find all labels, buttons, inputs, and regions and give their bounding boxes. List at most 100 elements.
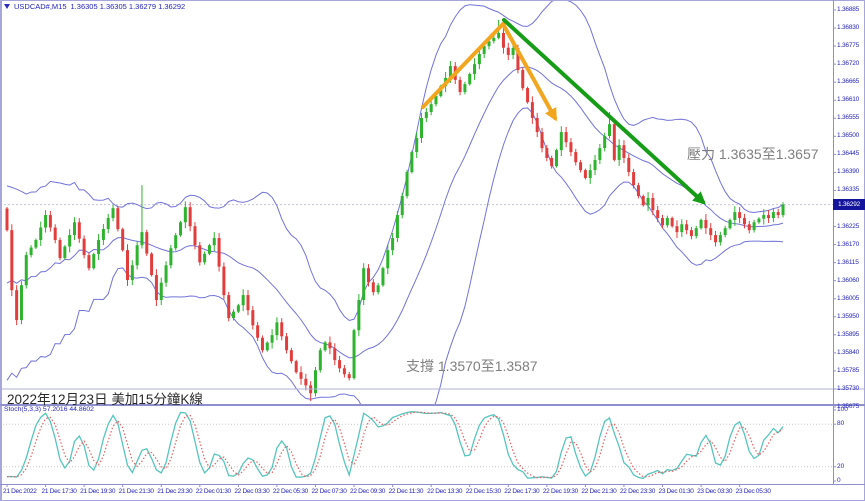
bull-candle-body — [24, 255, 28, 286]
bull-candle-body — [352, 330, 356, 379]
bull-candle-body — [511, 48, 515, 55]
price-tick-label: 1.36775 — [837, 42, 860, 50]
support-annotation[interactable]: 支撐 1.3570至1.3587 — [406, 358, 538, 374]
price-tick-label: 1.35675 — [837, 403, 860, 410]
bear-candle-body — [501, 32, 505, 48]
bull-candle-body — [44, 215, 48, 228]
symbol-label: USDCAD#,M15 — [14, 2, 67, 11]
bull-candle-body — [771, 212, 775, 219]
bull-candle-body — [492, 37, 496, 42]
bull-candle-body — [101, 229, 105, 240]
rally-and-break-orange-arrow[interactable] — [421, 22, 557, 122]
bull-candle-body — [434, 95, 438, 105]
bear-candle-body — [87, 255, 91, 269]
stoch-k-line — [6, 411, 784, 480]
bull-candle-body — [482, 46, 486, 54]
bear-candle-body — [521, 70, 525, 89]
symbol-dropdown-icon[interactable] — [4, 4, 10, 9]
bollinger-upper-band[interactable] — [6, 0, 784, 322]
bull-candle-body — [487, 41, 491, 47]
price-tick-label: 1.36060 — [837, 276, 860, 284]
bear-candle-body — [636, 185, 640, 197]
bull-candle-body — [588, 170, 592, 178]
bear-candle-body — [704, 219, 708, 229]
candles-layer — [5, 19, 785, 402]
bull-candle-body — [169, 248, 173, 266]
price-tick-label: 1.36005 — [837, 294, 860, 302]
bear-candle-body — [622, 145, 626, 158]
time-tick-label: 22 Dec 05:30 — [272, 488, 308, 495]
time-tick-label: 23 Dec 01:30 — [658, 488, 694, 495]
bear-candle-body — [126, 250, 129, 281]
bull-candle-body — [357, 300, 361, 331]
bear-candle-body — [222, 266, 226, 296]
bear-candle-body — [260, 337, 264, 351]
stochastic-panel[interactable] — [0, 411, 833, 480]
bear-candle-body — [526, 88, 530, 103]
bear-candle-body — [545, 148, 549, 158]
bull-candle-body — [395, 215, 399, 239]
bollinger-lower-band[interactable] — [6, 107, 784, 426]
bull-candle-body — [762, 215, 766, 219]
bear-candle-body — [767, 215, 771, 219]
time-tick-label: 23 Dec 03:30 — [697, 488, 733, 495]
bull-candle-body — [723, 228, 727, 236]
panel-splitter[interactable] — [0, 404, 865, 406]
bear-candle-body — [246, 295, 250, 311]
bull-candle-body — [29, 247, 33, 256]
bull-candle-body — [554, 150, 558, 167]
bear-candle-body — [154, 275, 158, 301]
bull-candle-body — [728, 219, 732, 229]
bull-candle-body — [236, 305, 240, 312]
bear-candle-body — [506, 47, 510, 55]
bear-candle-body — [289, 350, 293, 362]
time-tick-label: 22 Dec 07:30 — [311, 488, 347, 495]
price-tick-label: 1.36335 — [837, 186, 860, 194]
bear-candle-body — [227, 295, 231, 319]
price-tick-label: 1.36610 — [837, 96, 860, 104]
bull-candle-body — [63, 246, 67, 259]
bear-candle-body — [10, 230, 14, 291]
time-tick-label: 22 Dec 11:30 — [388, 488, 424, 495]
bull-candle-body — [130, 265, 134, 281]
time-axis[interactable]: 21 Dec 2022 21 Dec 17:30 21 Dec 19:30 21 De… — [0, 486, 833, 501]
price-axis[interactable]: 1.36885 1.36830 1.36775 1.36720 1.36665 1.366… — [833, 0, 865, 501]
time-tick-label: 22 Dec 13:30 — [427, 488, 463, 495]
bull-candle-body — [448, 66, 452, 78]
bear-candle-body — [516, 48, 520, 71]
stoch-indicator-label: Stoch(5,3,3) 57.2016 44.8602 — [4, 406, 94, 413]
bull-candle-body — [183, 207, 187, 223]
ohlc-quote: 1.36305 1.36305 1.36279 1.36292 — [70, 2, 186, 11]
bull-candle-body — [381, 268, 385, 286]
resistance-annotation[interactable]: 壓力 1.3635至1.3657 — [687, 146, 819, 162]
bear-candle-body — [251, 310, 255, 326]
time-tick-label: 21 Dec 17:30 — [41, 488, 77, 495]
bear-candle-body — [530, 102, 534, 118]
price-tick-label: 1.35840 — [837, 348, 860, 356]
bollinger-middle-band[interactable] — [6, 66, 784, 359]
price-tick-label: 1.35730 — [837, 384, 860, 392]
price-tick-label: 1.36665 — [837, 78, 860, 86]
main-chart-area[interactable] — [0, 0, 833, 426]
bear-candle-body — [367, 268, 370, 283]
bull-candle-body — [497, 32, 501, 38]
bear-candle-body — [294, 361, 298, 373]
bull-candle-body — [603, 135, 607, 149]
bull-candle-body — [415, 137, 419, 153]
bull-candle-body — [203, 253, 207, 263]
bull-candle-body — [313, 370, 317, 394]
bear-candle-body — [583, 170, 587, 178]
bear-candle-body — [193, 226, 197, 246]
bull-candle-body — [617, 145, 621, 160]
date-annotation[interactable]: 2022年12月23日 美加15分鐘K線 — [7, 392, 203, 407]
bear-candle-body — [150, 253, 154, 276]
downtrend-green-arrow[interactable] — [502, 18, 706, 205]
time-tick-label: 22 Dec 19:30 — [542, 488, 578, 495]
current-price-value: 1.36292 — [837, 201, 861, 209]
bull-candle-body — [111, 208, 115, 219]
price-tick-label: 1.36390 — [837, 168, 860, 176]
bear-candle-body — [689, 230, 693, 237]
bear-candle-body — [121, 229, 125, 251]
bull-candle-body — [241, 295, 245, 306]
